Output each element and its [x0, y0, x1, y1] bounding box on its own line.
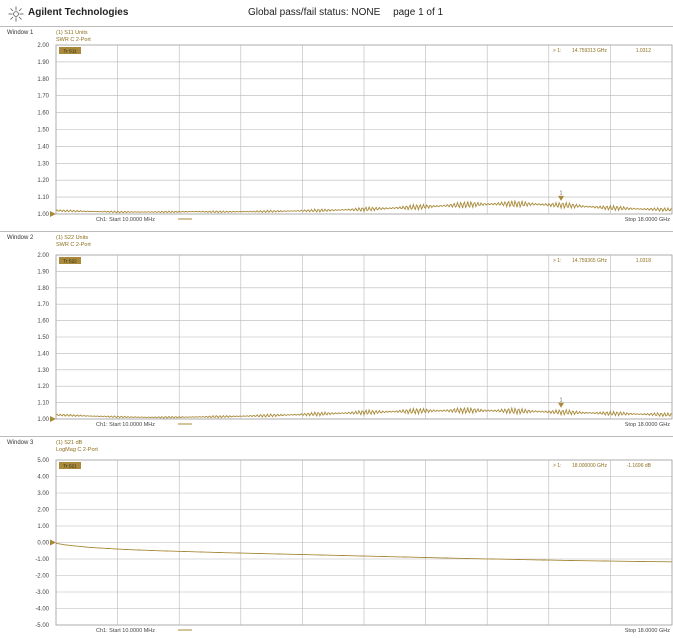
- chart-plot: 5.00 4.00 3.00 2.00 1.00 0.00 -1.00 -2.00 -3.00 -…: [35, 458, 673, 634]
- y-tick-label: 1.20: [37, 384, 49, 390]
- y-tick-label: 1.70: [37, 94, 49, 100]
- agilent-spark-icon: [8, 6, 24, 22]
- y-tick-label: 1.60: [37, 111, 49, 117]
- trace-badge-label: Tr S22: [63, 259, 77, 264]
- page-indicator: page 1 of 1: [393, 7, 444, 18]
- header-bar: Agilent Technologies Global pass/fail st…: [0, 0, 673, 26]
- measurement-window-3: Window 3 (1) S21 dB LogMag C 2-Port 5.00…: [0, 436, 673, 638]
- measurement-window-1: Window 1 (1) S11 Units SWR C 2-Port 2.00…: [0, 26, 673, 232]
- trace-badge: [59, 47, 81, 54]
- chart-plot: 2.00 1.90 1.80 1.70 1.60 1.50 1.40 1.30 1.20 1.10…: [37, 43, 673, 223]
- trace-title-line-1: (1) S21 dB: [56, 440, 83, 446]
- trace-title: (1) S21 dB LogMag C 2-Port: [56, 440, 98, 454]
- stop-frequency-label: Stop 18.0000 GHz: [625, 628, 671, 634]
- trace-badge: [59, 462, 81, 469]
- brand-name: Agilent Technologies: [28, 7, 129, 18]
- marker-number: 1: [560, 190, 563, 196]
- trace-title-line-1: (1) S11 Units: [56, 30, 88, 36]
- y-tick-label: 1.60: [37, 319, 49, 325]
- marker-readout-field: 18.000000 GHz: [572, 463, 608, 469]
- y-tick-label: 3.00: [37, 491, 49, 497]
- y-tick-label: 1.10: [37, 195, 49, 201]
- stop-frequency-label: Stop 18.0000 GHz: [625, 422, 671, 428]
- y-tick-label: 0.00: [37, 541, 49, 547]
- trace-badge: [59, 257, 81, 264]
- trace-badge-label: Tr S11: [63, 49, 77, 54]
- y-tick-label: -4.00: [35, 607, 49, 613]
- y-tick-label: 1.90: [37, 269, 49, 275]
- reference-arrow: [50, 539, 56, 546]
- y-tick-label: -2.00: [35, 574, 49, 580]
- y-tick-label: 1.00: [37, 524, 49, 530]
- y-tick-label: -5.00: [35, 623, 49, 629]
- y-tick-label: 1.10: [37, 401, 49, 407]
- y-tick-label: 2.00: [37, 508, 49, 514]
- trace-title-line-2: SWR C 2-Port: [56, 37, 91, 43]
- marker-readout-field: > 1:: [553, 48, 561, 54]
- marker-triangle: [558, 195, 565, 201]
- y-tick-label: 1.90: [37, 60, 49, 66]
- y-tick-label: 1.80: [37, 77, 49, 83]
- marker-readout-field: > 1:: [553, 258, 561, 264]
- marker-readout-field: > 1:: [553, 463, 561, 469]
- chart-plot: 2.00 1.90 1.80 1.70 1.60 1.50 1.40 1.30 1.20 1.10…: [37, 253, 673, 428]
- y-tick-label: 1.00: [37, 417, 49, 423]
- reference-arrow: [50, 211, 56, 217]
- trace-line: [55, 199, 673, 214]
- y-tick-label: 1.80: [37, 286, 49, 292]
- marker-readout-field: 14.759365 GHz: [572, 258, 608, 264]
- marker-readout-field: -1.1696 dB: [627, 463, 652, 469]
- window-label: Window 3: [7, 440, 34, 446]
- marker-readout-field: 14.759313 GHz: [572, 48, 608, 54]
- reference-arrow: [50, 416, 56, 422]
- trace-title-line-1: (1) S22 Units: [56, 235, 89, 241]
- marker-number: 1: [560, 397, 563, 403]
- y-tick-label: 1.00: [37, 212, 49, 218]
- y-tick-label: 1.70: [37, 302, 49, 308]
- trace-title: (1) S11 Units SWR C 2-Port: [56, 30, 91, 44]
- start-frequency-label: Ch1: Start 10.0000 MHz: [96, 628, 155, 634]
- y-tick-label: 4.00: [37, 475, 49, 481]
- trace-title: (1) S22 Units SWR C 2-Port: [56, 235, 91, 249]
- trace-title-line-2: SWR C 2-Port: [56, 242, 91, 248]
- brand-logo: Agilent Technologies: [8, 6, 128, 22]
- start-frequency-label: Ch1: Start 10.0000 MHz: [96, 422, 155, 428]
- trace-title-line-2: LogMag C 2-Port: [56, 447, 98, 453]
- y-tick-label: 1.30: [37, 368, 49, 374]
- y-tick-label: 5.00: [37, 458, 49, 464]
- marker-readout-field: 1.0312: [636, 48, 652, 54]
- trace-line: [55, 542, 672, 563]
- status-text: Global pass/fail status: NONE: [248, 7, 381, 18]
- trace-line: [55, 406, 673, 419]
- y-tick-label: 1.50: [37, 128, 49, 134]
- y-tick-label: 1.40: [37, 144, 49, 150]
- y-tick-label: 2.00: [37, 253, 49, 259]
- trace-badge-label: Tr S21: [63, 464, 77, 469]
- y-tick-label: 1.50: [37, 335, 49, 341]
- stop-frequency-label: Stop 18.0000 GHz: [625, 217, 671, 223]
- y-tick-label: 1.20: [37, 178, 49, 184]
- start-frequency-label: Ch1: Start 10.0000 MHz: [96, 217, 155, 223]
- y-tick-label: 1.30: [37, 161, 49, 167]
- marker-triangle: [558, 402, 565, 408]
- window-label: Window 2: [7, 235, 34, 241]
- pass-fail-status: Global pass/fail status: NONE page 1 of …: [248, 7, 443, 18]
- y-tick-label: -1.00: [35, 557, 49, 563]
- marker-readout-field: 1.0318: [636, 258, 652, 264]
- y-tick-label: -3.00: [35, 590, 49, 596]
- y-tick-label: 1.40: [37, 351, 49, 357]
- window-label: Window 1: [7, 30, 34, 36]
- y-tick-label: 2.00: [37, 43, 49, 49]
- measurement-window-2: Window 2 (1) S22 Units SWR C 2-Port 2.00…: [0, 231, 673, 437]
